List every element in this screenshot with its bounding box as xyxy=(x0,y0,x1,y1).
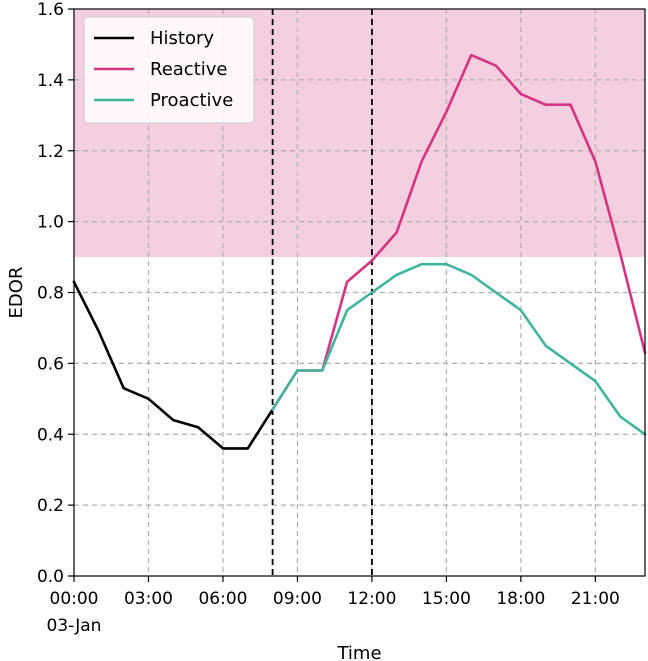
y-tick-label: 0.0 xyxy=(37,567,64,587)
y-tick-label: 1.0 xyxy=(37,213,64,233)
y-tick-label: 0.6 xyxy=(37,354,64,374)
legend-box xyxy=(83,16,255,124)
x-tick-label: 18:00 xyxy=(496,589,545,609)
series-line-history xyxy=(72,280,275,450)
x-axis-title: Time xyxy=(336,643,381,661)
y-axis-title: EDOR xyxy=(6,267,27,319)
legend-label-reactive: Reactive xyxy=(150,59,227,80)
y-tick-label: 0.8 xyxy=(37,284,64,304)
legend-label-proactive: Proactive xyxy=(150,90,233,111)
y-tick-label: 1.2 xyxy=(37,142,64,162)
x-tick-label: 21:00 xyxy=(571,589,620,609)
y-tick-label: 0.4 xyxy=(37,425,64,445)
x-tick-sublabel: 03-Jan xyxy=(47,616,102,636)
x-tick-label: 12:00 xyxy=(347,589,396,609)
x-tick-label: 03:00 xyxy=(124,589,173,609)
x-tick-label: 09:00 xyxy=(273,589,322,609)
series-line-proactive xyxy=(270,262,647,437)
x-tick-label: 00:00 xyxy=(50,589,99,609)
series-line-reactive xyxy=(270,53,647,412)
legend-label-history: History xyxy=(150,28,214,49)
y-tick-label: 1.6 xyxy=(37,0,64,20)
x-tick-label: 06:00 xyxy=(198,589,247,609)
y-tick-label: 0.2 xyxy=(37,496,64,516)
y-tick-label: 1.4 xyxy=(37,71,64,91)
x-tick-label: 15:00 xyxy=(422,589,471,609)
